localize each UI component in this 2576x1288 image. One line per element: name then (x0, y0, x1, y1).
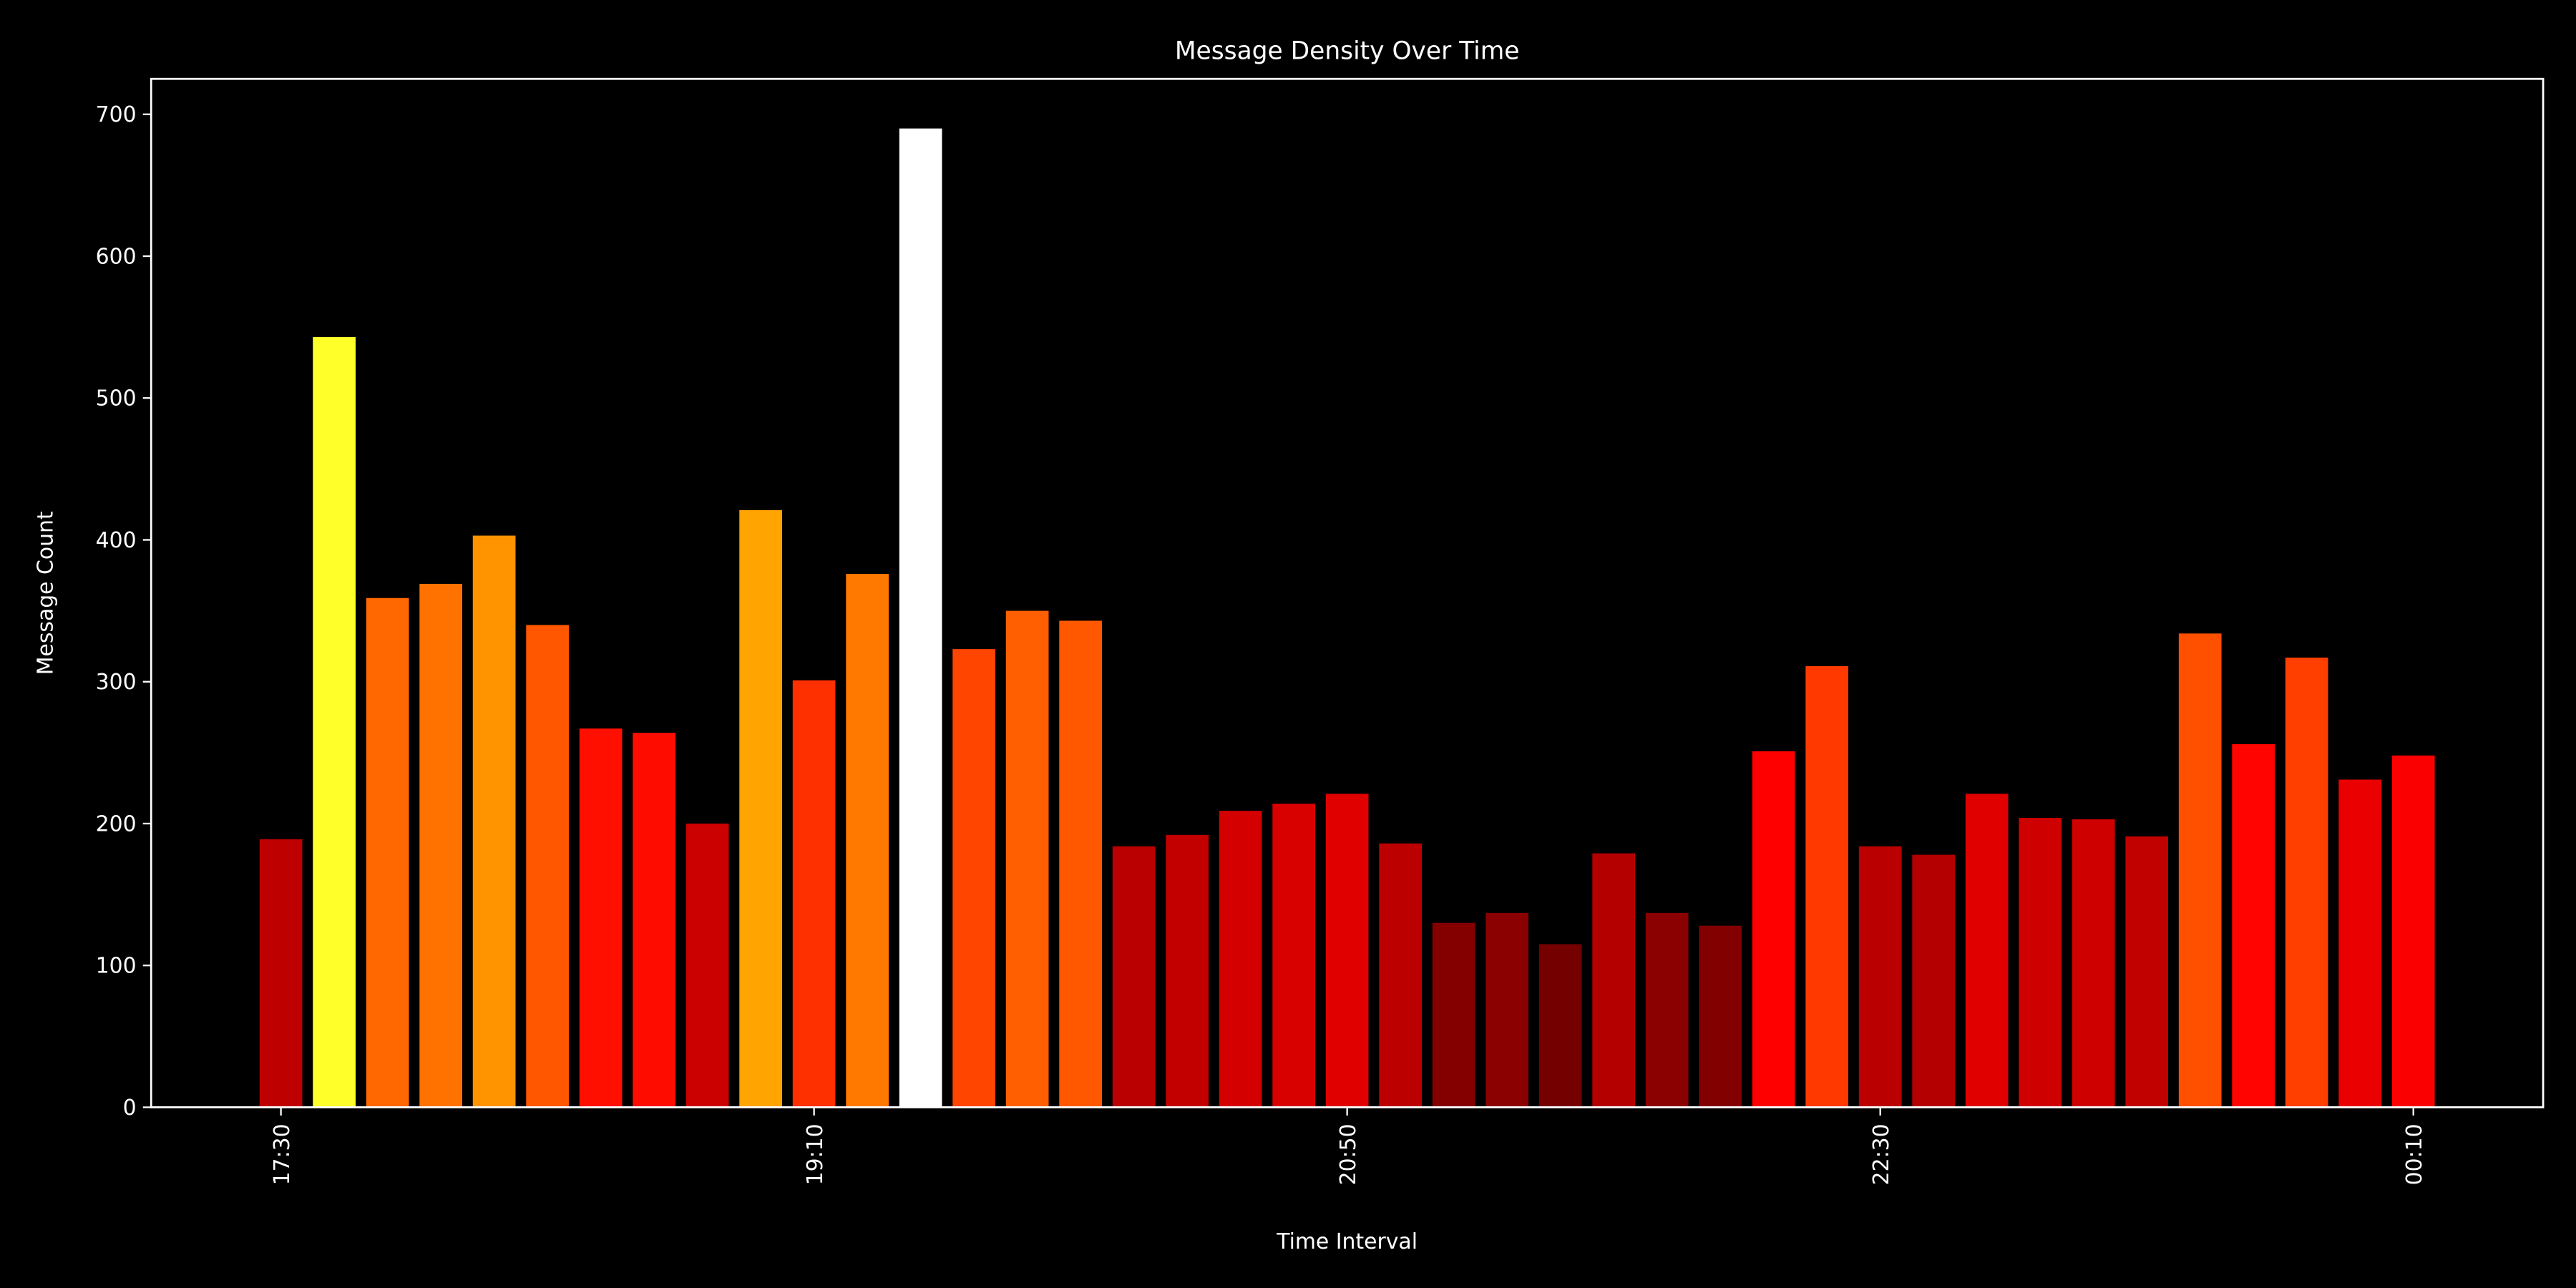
bar (633, 733, 675, 1108)
bar (1379, 843, 1423, 1108)
x-tick-label: 22:30 (1869, 1123, 1894, 1185)
bar (1485, 912, 1529, 1108)
x-tick-label: 19:10 (803, 1123, 828, 1185)
bar (2019, 818, 2062, 1108)
bar (1858, 846, 1902, 1108)
bar (1538, 944, 1582, 1108)
bar (2391, 755, 2435, 1108)
plot-frame (150, 77, 2545, 1108)
bar (1965, 794, 2009, 1108)
bar (1432, 922, 1475, 1108)
y-tick-label: 500 (96, 386, 137, 411)
y-tick-label: 0 (123, 1096, 137, 1121)
bar (1112, 846, 1156, 1108)
bar (899, 128, 942, 1108)
bar (1592, 853, 1636, 1108)
bar (472, 535, 516, 1108)
x-tick-label: 20:50 (1336, 1123, 1361, 1185)
y-tick-label: 200 (96, 811, 137, 836)
y-tick-label: 700 (96, 102, 137, 127)
bar (1005, 610, 1049, 1108)
x-tick-label: 00:10 (2402, 1123, 2427, 1185)
bar (1272, 804, 1315, 1108)
y-tick-label: 600 (96, 244, 137, 269)
bar (526, 625, 569, 1108)
bar (313, 337, 356, 1108)
bar (1645, 912, 1689, 1108)
bar (1912, 854, 1956, 1108)
x-axis-label: Time Interval (1276, 1229, 1418, 1254)
y-tick-label: 400 (96, 528, 137, 553)
bar (846, 574, 889, 1108)
y-tick-label: 300 (96, 670, 137, 695)
bar (1219, 811, 1262, 1108)
chart-title: Message Density Over Time (1175, 37, 1520, 66)
bar (2125, 836, 2169, 1108)
bar (739, 509, 782, 1108)
bar (952, 649, 995, 1108)
bar (1325, 794, 1369, 1108)
bar (2232, 743, 2275, 1108)
bar (259, 839, 303, 1108)
bar (2178, 633, 2222, 1108)
bar (1752, 751, 1795, 1108)
bar (686, 823, 729, 1108)
bar (1699, 925, 1742, 1108)
bar (792, 680, 836, 1108)
y-axis-label: Message Count (33, 511, 58, 675)
bar (2072, 819, 2115, 1108)
bar (1059, 620, 1102, 1108)
bar (2285, 658, 2328, 1108)
y-tick-label: 100 (96, 954, 137, 979)
bar (579, 728, 623, 1108)
bar (419, 583, 462, 1108)
bar (366, 597, 409, 1108)
bar (1166, 834, 1209, 1108)
bar (1805, 665, 1849, 1108)
x-tick-label: 17:30 (270, 1123, 295, 1185)
plot: 0 100 200 300 400 500 600 700 17:30 19:10 20:50 22:… (96, 102, 2435, 1185)
bar (2338, 779, 2382, 1108)
